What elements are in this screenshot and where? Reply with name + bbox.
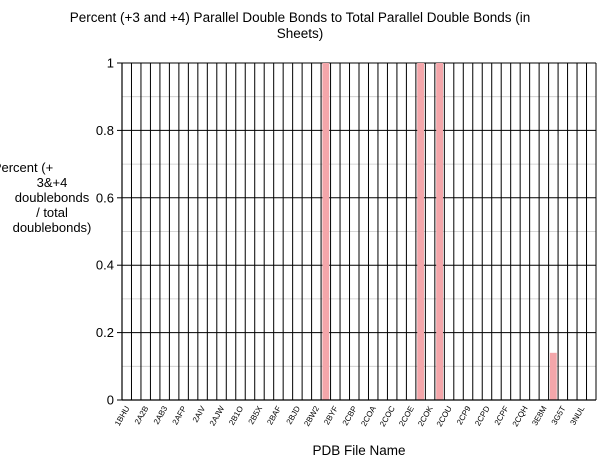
x-tick-label: 3G5T: [550, 404, 568, 426]
y-axis-title-line: / total: [36, 205, 68, 220]
y-axis-title-line: doublebonds): [12, 220, 92, 235]
x-tick-label: 2A2B: [133, 405, 151, 426]
x-tick-label: 2B5X: [247, 404, 265, 426]
bar: [436, 63, 443, 400]
x-tick-label: 2AB3: [152, 404, 170, 426]
x-tick-label: 2AIV: [191, 404, 208, 424]
y-axis-title-line: 3&+4: [36, 175, 68, 190]
y-tick-label: 0.8: [96, 123, 114, 138]
y-tick-label: 0.2: [96, 325, 114, 340]
x-tick-label: 2CBP: [341, 405, 359, 428]
x-tick-label: 2CPD: [473, 404, 492, 427]
y-axis-title-line: Percent (+: [0, 160, 54, 175]
x-tick-label: 2CP9: [455, 404, 473, 426]
category-separators: [121, 63, 597, 400]
x-tick-label: 2COA: [359, 404, 378, 428]
bar: [417, 63, 425, 400]
x-tick-label: 2COE: [397, 405, 416, 428]
x-tick-label: 2BJD: [285, 404, 303, 426]
x-tick-label: 2CPF: [493, 404, 511, 426]
x-tick-label: 2COU: [435, 404, 454, 428]
bars: [322, 63, 557, 400]
y-tick-label: 1: [107, 56, 114, 71]
x-tick-label: 1BHU: [113, 404, 132, 427]
x-tick-label: 2COC: [378, 404, 397, 428]
x-tick-label: 2AFP: [171, 405, 189, 427]
x-tick-label: 2BYF: [322, 404, 340, 426]
x-tick-labels: 1BHU 2A2B 2AB3 2AFP 2AIV 2AJW 2B1O 2B5X 2BAF 2BJD…: [113, 404, 587, 428]
x-tick-label: 2COK: [416, 404, 435, 428]
axes: [117, 62, 596, 401]
bar: [322, 63, 330, 400]
bar: [549, 352, 557, 400]
y-tick-label: 0.4: [96, 258, 114, 273]
y-tick-label: 0.6: [96, 190, 114, 205]
x-tick-label: 2BW2: [302, 404, 321, 428]
y-axis-title-line: doublebonds: [14, 190, 90, 205]
y-tick-label: 0: [107, 393, 114, 408]
y-tick-labels: 0 0.2 0.4 0.6 0.8 1: [96, 56, 114, 408]
x-axis-title: PDB File Name: [312, 443, 406, 458]
chart-title: Percent (+3 and +4) Parallel Double Bond…: [69, 10, 531, 41]
x-tick-label: 3NUL: [568, 404, 586, 427]
x-tick-label: 2AJW: [208, 404, 227, 427]
x-tick-label: 2B1O: [227, 405, 245, 427]
x-tick-label: 2CQH: [511, 404, 530, 428]
x-tick-label: 2BAF: [265, 404, 283, 426]
x-tick-label: 3E8M: [530, 404, 548, 427]
